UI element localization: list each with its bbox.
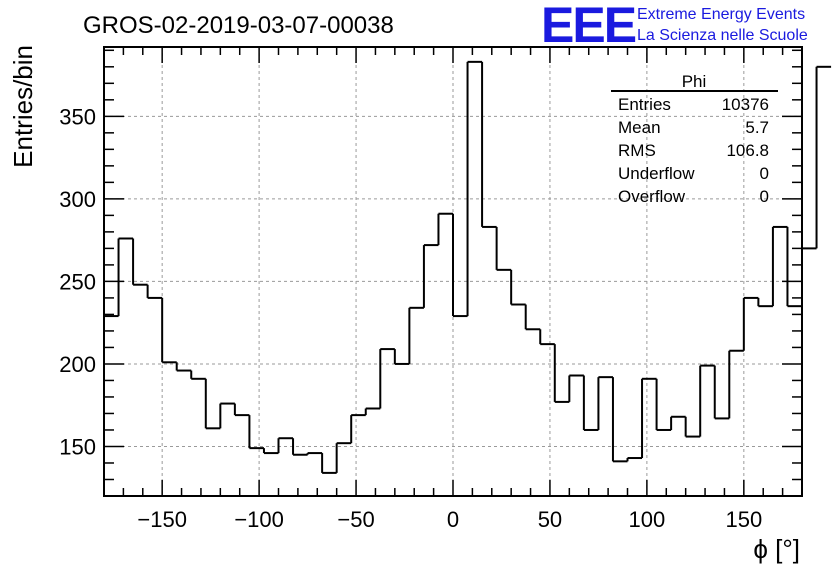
y-tick-label-2: 250 <box>59 269 96 294</box>
y-tick-label-1: 200 <box>59 352 96 377</box>
x-tick-label-2: −50 <box>337 507 374 532</box>
x-tick-label-3: 0 <box>447 507 459 532</box>
x-tick-label-6: 150 <box>725 507 762 532</box>
eee-logo-line2: La Scienza nelle Scuole <box>637 27 808 44</box>
chart-title: GROS-02-2019-03-07-00038 <box>83 12 394 39</box>
histogram-bars <box>104 60 832 474</box>
stats-label-entries: Entries <box>618 95 671 114</box>
x-axis-label: ϕ [°] <box>753 534 800 564</box>
stats-label-rms: RMS <box>618 141 656 160</box>
x-tick-label-5: 100 <box>629 507 666 532</box>
axes <box>103 46 803 497</box>
eee-logo-mark: EEE <box>541 0 636 53</box>
y-tick-label-3: 300 <box>59 187 96 212</box>
stats-label-mean: Mean <box>618 118 661 137</box>
y-tick-label-0: 150 <box>59 434 96 459</box>
y-tick-labels: 150 200 250 300 350 <box>59 104 96 459</box>
x-tick-label-0: −150 <box>137 507 187 532</box>
stats-value-entries: 10376 <box>722 95 769 114</box>
stats-label-overflow: Overflow <box>618 187 686 206</box>
stats-value-underflow: 0 <box>760 164 769 183</box>
stats-value-rms: 106.8 <box>726 141 769 160</box>
stats-value-overflow: 0 <box>760 187 769 206</box>
stats-label-underflow: Underflow <box>618 164 695 183</box>
eee-logo-line1: Extreme Energy Events <box>637 6 805 23</box>
x-tick-label-4: 50 <box>538 507 562 532</box>
y-axis-label: Entries/bin <box>8 45 38 168</box>
stats-value-mean: 5.7 <box>745 118 769 137</box>
x-tick-label-1: −100 <box>234 507 284 532</box>
x-tick-labels: −150 −100 −50 0 50 100 150 <box>137 507 762 532</box>
eee-logo: EEE Extreme Energy Events La Scienza nel… <box>541 0 808 53</box>
y-tick-label-4: 350 <box>59 104 96 129</box>
stats-title: Phi <box>682 72 707 91</box>
stats-box: Phi Entries 10376 Mean 5.7 RMS 106.8 Underflow… <box>611 72 778 206</box>
